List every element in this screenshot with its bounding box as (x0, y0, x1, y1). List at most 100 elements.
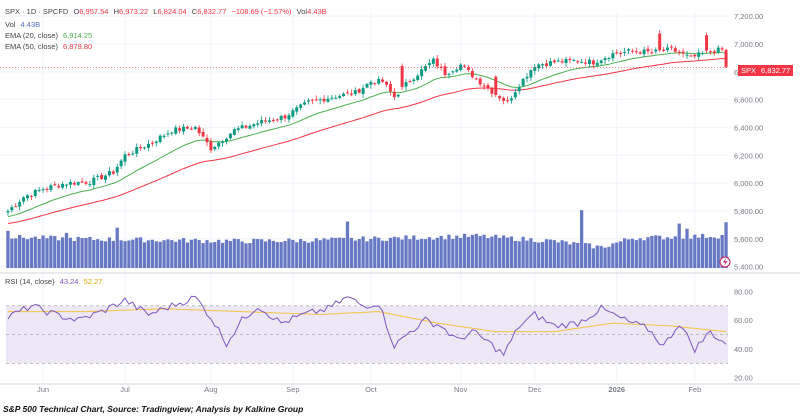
volume-label: Vol (5, 20, 16, 29)
candle-body (400, 66, 404, 87)
price-badge-symbol: SPX (741, 66, 757, 75)
rsi-value: 43.24 (59, 277, 79, 286)
candle (466, 64, 470, 72)
candle (517, 83, 521, 95)
volume-bar (427, 237, 432, 268)
candle-body (506, 100, 509, 102)
candle (213, 146, 217, 151)
candle-body (283, 115, 287, 119)
volume-bar (416, 239, 420, 268)
volume-bar (326, 239, 330, 268)
candle-body (115, 166, 119, 173)
candle-body (572, 60, 576, 62)
time-tick-label: Jun (37, 385, 49, 394)
candle (677, 49, 681, 56)
volume-bar (236, 239, 240, 268)
candle-body (135, 147, 139, 154)
candle (326, 95, 330, 103)
candle (271, 117, 275, 123)
volume-bar (622, 238, 627, 268)
volume-bar (462, 233, 467, 268)
volume-bars (6, 210, 728, 268)
candle (170, 131, 174, 136)
candle-body (591, 60, 595, 65)
candle (111, 169, 115, 175)
candle (424, 64, 428, 73)
volume-bar (587, 243, 592, 268)
volume-bar (84, 237, 88, 268)
candle (576, 59, 580, 65)
candle-body (470, 71, 474, 78)
candle (119, 158, 123, 170)
volume-bar (431, 239, 435, 268)
candle (369, 80, 373, 89)
candle (193, 125, 197, 131)
volume-bar (295, 242, 299, 268)
candle-body (88, 184, 92, 186)
candle-body (724, 49, 728, 68)
volume-bar (103, 241, 108, 268)
price-tick-label: 6,000.00 (734, 179, 763, 188)
candle-body (459, 64, 463, 71)
low-label: L (153, 7, 158, 16)
volume-bar (107, 237, 112, 268)
vol-label-inline: Vol (296, 7, 308, 16)
candle (14, 202, 18, 208)
candle-body (111, 171, 115, 174)
volume-bar (580, 210, 584, 268)
volume-bar (41, 235, 45, 268)
price-tick-label: 7,000.00 (734, 40, 763, 49)
volume-bar (681, 238, 685, 268)
candle (459, 63, 463, 72)
volume-bar (630, 238, 635, 268)
volume-bar (33, 236, 37, 268)
candle-body (463, 65, 467, 67)
candle-body (41, 189, 45, 191)
candle (139, 144, 143, 152)
volume-bar (45, 238, 49, 268)
volume-bar (6, 230, 10, 268)
volume-bar (111, 240, 115, 268)
candle (638, 51, 642, 55)
candle (115, 164, 119, 177)
candle (646, 45, 650, 55)
candle-body (424, 66, 428, 71)
volume-bar (685, 228, 689, 268)
volume-bar (513, 240, 517, 268)
volume-bar (92, 239, 96, 268)
candle-body (275, 119, 279, 121)
candle-body (630, 50, 634, 52)
candle (634, 47, 638, 55)
candlesticks[interactable] (6, 29, 728, 216)
volume-bar (408, 239, 412, 268)
candle-body (314, 99, 318, 101)
candle (381, 77, 385, 83)
candle (162, 133, 166, 139)
candle-body (712, 51, 716, 53)
candle-body (353, 90, 357, 95)
candle-body (166, 133, 170, 135)
volume-bar (412, 235, 416, 268)
candle-body (45, 188, 49, 190)
candle-body (76, 182, 80, 185)
volume-bar (486, 238, 490, 268)
candle-body (564, 58, 568, 64)
candle (330, 94, 334, 101)
candle-body (365, 83, 369, 88)
candle (541, 63, 545, 70)
rsi-panel[interactable]: 20.00 40.00 60.00 80.00 (6, 287, 753, 383)
candle-body (552, 60, 556, 63)
candle (669, 44, 673, 51)
candle-body (533, 67, 537, 71)
candle (240, 121, 244, 130)
candle-body (49, 185, 53, 190)
candle-body (143, 147, 147, 149)
volume-bar (213, 242, 217, 268)
volume-bar (704, 237, 709, 268)
candle-body (427, 63, 431, 66)
candle-body (252, 124, 256, 127)
candle (135, 143, 139, 158)
candle (361, 84, 365, 98)
volume-bar (525, 240, 529, 268)
